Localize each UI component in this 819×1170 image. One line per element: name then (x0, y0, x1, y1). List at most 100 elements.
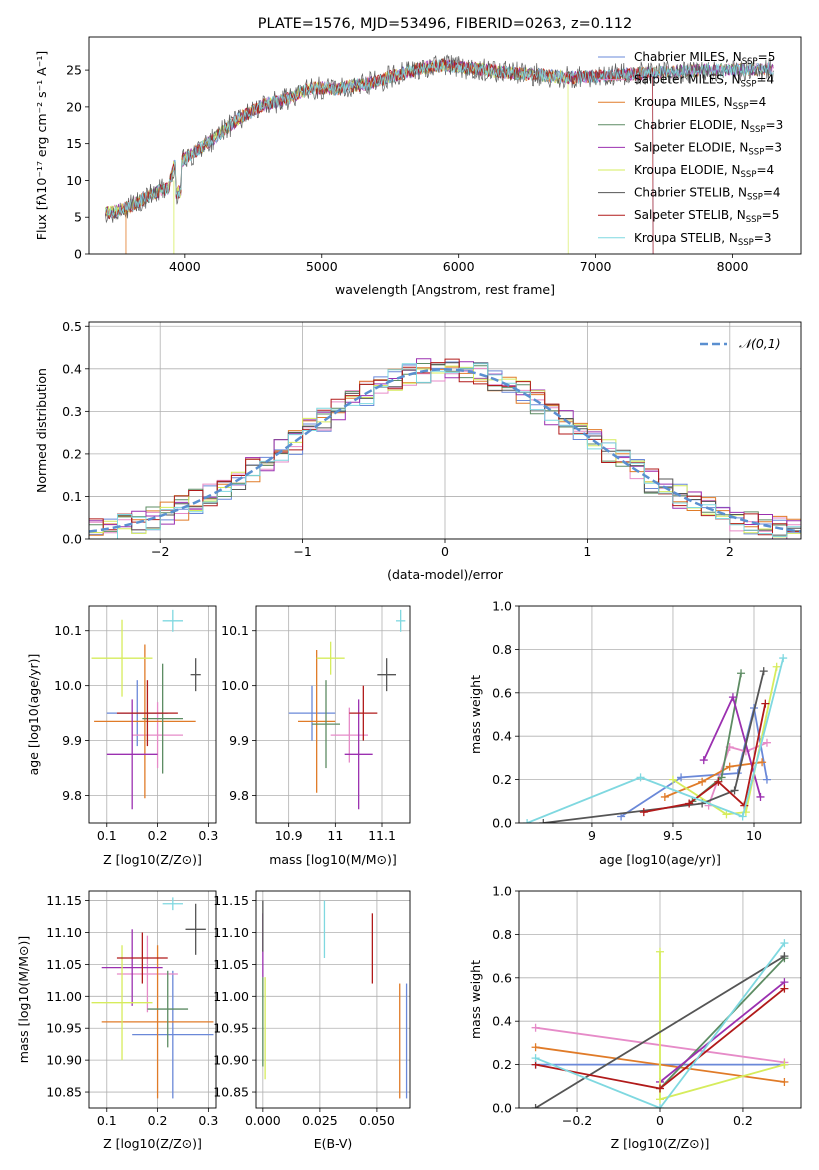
errorbar-point (101, 929, 163, 1006)
weight-marker (685, 799, 694, 808)
weight-marker (722, 810, 731, 819)
legend-label-sub: SSP (747, 193, 763, 203)
plot-area (105, 54, 774, 254)
errorbar-point (312, 680, 340, 769)
x-tick-label: 9.5 (663, 828, 683, 843)
errorbar-point (91, 619, 153, 697)
x-tick-label: 0.1 (97, 1113, 117, 1128)
chart-mass-vs-EBV: 0.000 0.025 0.050 10.85 10.90 10.95 11.00 11.05… (213, 890, 411, 1151)
errorbar-point (116, 935, 178, 1013)
weight-marker (531, 1023, 540, 1032)
y-axis-label: Flux [fλ10⁻¹⁷ erg cm⁻² s⁻¹ A⁻¹] (34, 51, 49, 240)
chart-weight-vs-age: 9 9.5 10 0.0 0.2 0.4 0.6 0.8 1.0 age [log10(age/y… (468, 599, 802, 867)
legend-label: Kroupa ELODIE, NSSP=4 (634, 163, 774, 180)
y-tick-label: 11.10 (213, 925, 249, 940)
y-tick-label: 10.85 (46, 1085, 82, 1100)
y-tick-label: 11.00 (213, 989, 249, 1004)
chart-age-vs-mass: 10.9 11 11.1 9.8 9.9 10.0 10.1 mass [log10(M/M⊙… (221, 605, 411, 867)
weight-marker (714, 777, 723, 786)
y-tick-label: 0.2 (492, 1057, 512, 1072)
y-tick-label: 11.10 (46, 925, 82, 940)
x-tick-label: 0.2 (733, 1113, 753, 1128)
weight-marker (762, 775, 771, 784)
errorbar-point (344, 699, 373, 810)
errorbar-point (288, 685, 336, 741)
y-tick-label: 0 (74, 247, 82, 262)
weight-marker (725, 762, 734, 771)
axes-frame (88, 605, 217, 824)
x-axis-label: age [log10(age/yr)] (599, 852, 721, 867)
y-tick-label: 1.0 (492, 884, 512, 899)
legend-label-main: Salpeter ELODIE, N (634, 140, 748, 154)
legend-label: Chabrier STELIB, NSSP=4 (634, 186, 781, 203)
y-tick-label: 10.0 (221, 678, 249, 693)
x-tick-label: 1 (583, 544, 591, 559)
legend-label-sub: SSP (748, 147, 764, 157)
weight-marker (717, 773, 726, 782)
x-axis-label: Z [log10(Z/Z⊙)] (103, 1136, 202, 1151)
axes-frame (518, 605, 802, 824)
y-tick-label: 10.85 (213, 1085, 249, 1100)
weight-marker (780, 939, 789, 948)
weight-series-line (672, 666, 778, 816)
errorbar-point (142, 663, 183, 774)
x-tick-label: 11.1 (368, 828, 396, 843)
legend-label-main: Kroupa MILES, N (634, 95, 733, 109)
legend-label-main: Chabrier ELODIE, N (634, 118, 750, 132)
legend-label-end: =4 (756, 163, 774, 177)
y-tick-label: 0.1 (62, 489, 82, 504)
weight-series-line (659, 981, 785, 1083)
y-tick-label: 10.95 (46, 1021, 82, 1036)
legend-label-end: =5 (758, 50, 776, 64)
legend-label-sub: SSP (733, 102, 749, 112)
weight-marker (761, 699, 770, 708)
chart-mass-vs-Z: 0.1 0.2 0.3 10.85 10.90 10.95 11.00 11.05 11.10 1… (16, 890, 218, 1151)
y-tick-label: 0.3 (62, 404, 82, 419)
y-tick-label: 20 (66, 99, 82, 114)
plot-area (89, 891, 216, 1108)
axes-frame (255, 890, 411, 1109)
errorbar-point (330, 707, 368, 763)
y-tick-label: 9.9 (229, 733, 249, 748)
x-tick-label: 0 (656, 1113, 664, 1128)
chart-age-vs-Z: 0.1 0.2 0.3 9.8 9.9 10.0 10.1 Z [log10(Z/Z⊙)] ag… (26, 605, 218, 867)
plot-area (89, 322, 801, 539)
x-tick-label: 0.2 (148, 1113, 168, 1128)
x-axis-label: mass [log10(M/M⊙)] (269, 852, 397, 867)
errorbar-point (185, 903, 206, 955)
errorbar-point (349, 685, 378, 741)
weight-marker (759, 667, 768, 676)
weight-marker (772, 662, 781, 671)
y-tick-label: 11.00 (46, 989, 82, 1004)
weight-marker (639, 808, 648, 817)
x-tick-label: 6000 (443, 259, 475, 274)
legend-label-end: =5 (762, 208, 780, 222)
errorbar-point (162, 609, 183, 632)
y-tick-label: 11.15 (46, 893, 82, 908)
spectrum-series-line (105, 58, 654, 254)
y-tick-label: 0.5 (62, 319, 82, 334)
legend-label-end: =3 (766, 118, 784, 132)
weight-marker (780, 952, 789, 961)
y-tick-label: 10 (66, 173, 82, 188)
y-tick-label: 11.15 (213, 893, 249, 908)
legend-label-end: =3 (754, 231, 772, 245)
x-tick-label: 10 (746, 828, 762, 843)
weight-marker (531, 1054, 540, 1063)
weight-marker (756, 792, 765, 801)
normal-reference-curve (89, 368, 801, 533)
x-tick-label: 9 (588, 828, 596, 843)
y-tick-label: 0.0 (62, 532, 82, 547)
weight-marker (738, 812, 747, 821)
errorbar-point (116, 932, 168, 984)
weight-marker (762, 738, 771, 747)
legend-label: Chabrier MILES, NSSP=5 (634, 50, 775, 67)
legend-label-sub: SSP (741, 170, 757, 180)
y-tick-label: 11.05 (213, 957, 249, 972)
weight-marker (531, 1104, 540, 1108)
x-axis-label: (data-model)/error (387, 567, 504, 582)
y-tick-label: 1.0 (492, 599, 512, 614)
errorbar-point (298, 649, 336, 793)
chart-title: PLATE=1576, MJD=53496, FIBERID=0263, z=0… (258, 16, 632, 32)
weight-marker (539, 819, 548, 823)
